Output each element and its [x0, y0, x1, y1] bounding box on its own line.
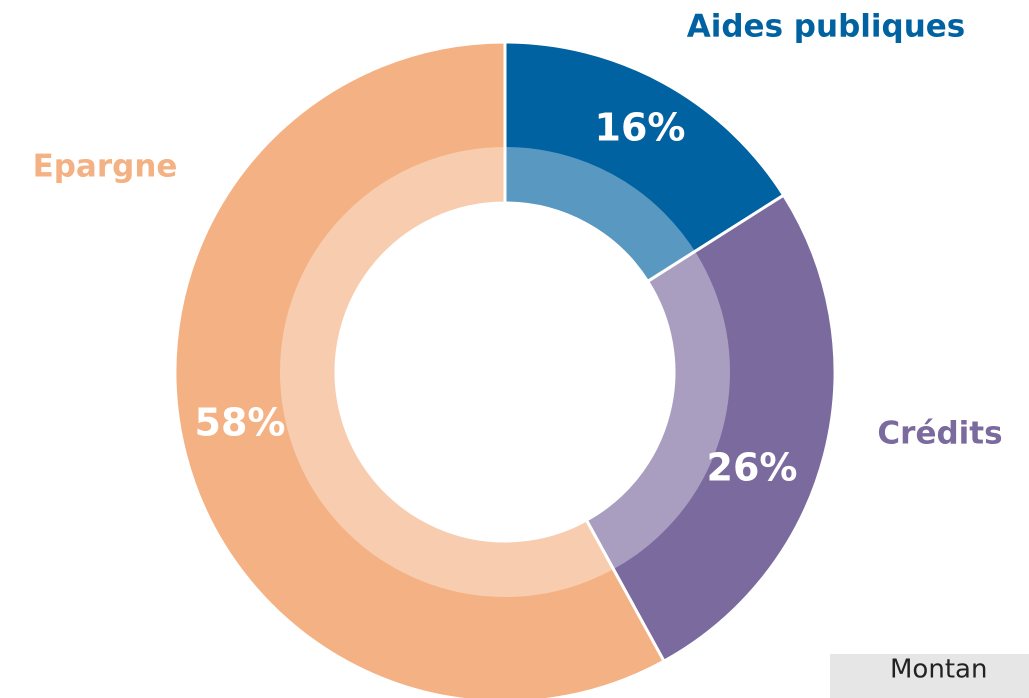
donut [173, 40, 837, 698]
labels: Aides publiques 16% Crédits 26% Epargne 58% [33, 9, 1003, 490]
value-label: 58% [195, 401, 286, 445]
value-label: 26% [707, 446, 798, 490]
note-box [830, 654, 1029, 698]
donut-hole [336, 203, 674, 541]
category-label: Epargne [33, 149, 178, 185]
inner-ring-tint [280, 147, 730, 597]
category-label: Aides publiques [687, 9, 966, 45]
note-text: Montan [890, 655, 987, 685]
value-label: 16% [595, 106, 686, 150]
category-label: Crédits [877, 416, 1002, 452]
